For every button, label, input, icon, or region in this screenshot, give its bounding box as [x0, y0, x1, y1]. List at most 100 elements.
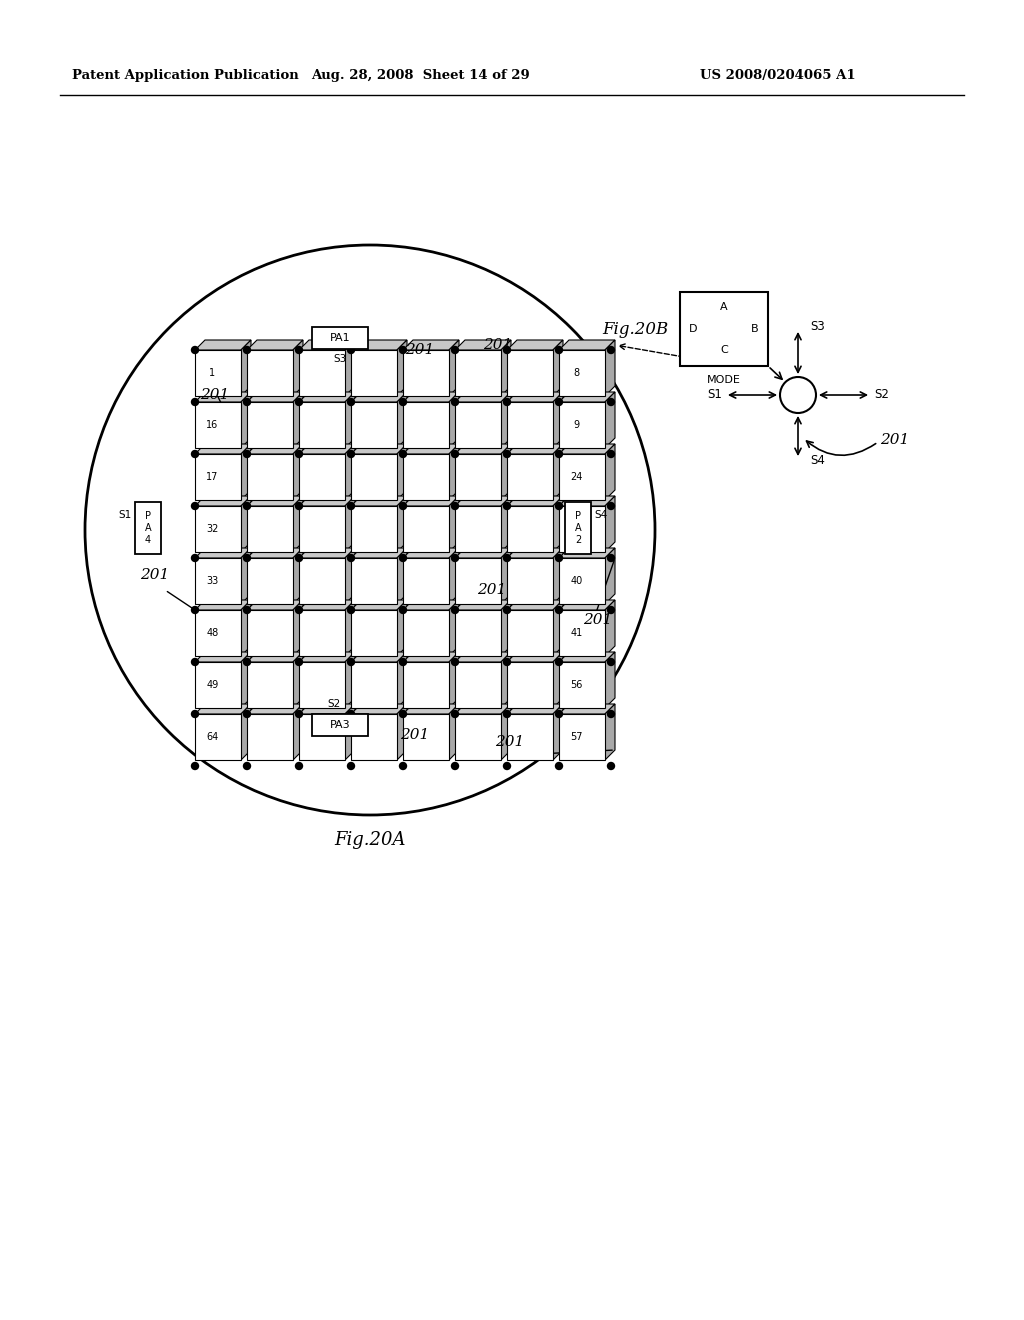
Circle shape: [347, 606, 354, 614]
Polygon shape: [507, 714, 553, 760]
Polygon shape: [403, 350, 449, 396]
Circle shape: [296, 346, 302, 354]
Polygon shape: [605, 392, 615, 447]
Polygon shape: [455, 403, 501, 447]
Polygon shape: [403, 444, 459, 454]
Polygon shape: [605, 548, 615, 605]
Circle shape: [296, 399, 302, 405]
Circle shape: [244, 659, 251, 665]
Circle shape: [347, 450, 354, 458]
Polygon shape: [247, 392, 303, 403]
Bar: [565, 502, 591, 554]
Circle shape: [296, 554, 302, 561]
Circle shape: [244, 763, 251, 770]
Polygon shape: [247, 403, 293, 447]
Polygon shape: [605, 652, 615, 708]
Polygon shape: [559, 610, 605, 656]
Polygon shape: [299, 558, 345, 605]
Circle shape: [504, 710, 511, 718]
Polygon shape: [397, 704, 407, 760]
Circle shape: [399, 554, 407, 561]
Bar: [135, 502, 161, 554]
Polygon shape: [507, 704, 563, 714]
Text: 201: 201: [201, 388, 229, 403]
Polygon shape: [455, 610, 501, 656]
Polygon shape: [507, 341, 563, 350]
Circle shape: [504, 346, 511, 354]
Polygon shape: [241, 496, 251, 552]
Circle shape: [191, 399, 199, 405]
Polygon shape: [507, 496, 563, 506]
Polygon shape: [559, 403, 605, 447]
Circle shape: [607, 606, 614, 614]
Polygon shape: [559, 663, 605, 708]
Polygon shape: [559, 714, 605, 760]
Polygon shape: [605, 341, 615, 396]
Polygon shape: [605, 496, 615, 552]
Polygon shape: [403, 506, 449, 552]
Polygon shape: [299, 714, 345, 760]
Text: P
A
4: P A 4: [144, 511, 152, 545]
Polygon shape: [403, 454, 449, 500]
Polygon shape: [195, 558, 241, 605]
Polygon shape: [403, 663, 449, 708]
Polygon shape: [299, 444, 355, 454]
Polygon shape: [351, 610, 397, 656]
Polygon shape: [507, 663, 553, 708]
Polygon shape: [293, 704, 303, 760]
Polygon shape: [195, 444, 251, 454]
Polygon shape: [299, 392, 355, 403]
Polygon shape: [345, 548, 355, 605]
Polygon shape: [241, 392, 251, 447]
Polygon shape: [455, 392, 511, 403]
Polygon shape: [553, 548, 563, 605]
Circle shape: [452, 710, 459, 718]
Polygon shape: [195, 663, 241, 708]
Polygon shape: [449, 392, 459, 447]
Polygon shape: [397, 444, 407, 500]
Polygon shape: [351, 652, 407, 663]
Polygon shape: [293, 652, 303, 708]
Polygon shape: [299, 403, 345, 447]
Polygon shape: [553, 601, 563, 656]
Bar: [312, 327, 368, 348]
Text: 32: 32: [206, 524, 219, 535]
Text: 201: 201: [140, 568, 170, 582]
Polygon shape: [299, 663, 345, 708]
Circle shape: [399, 606, 407, 614]
Polygon shape: [351, 350, 397, 396]
Polygon shape: [501, 548, 511, 605]
Circle shape: [555, 503, 562, 510]
Text: P
A
2: P A 2: [574, 511, 582, 545]
Polygon shape: [507, 403, 553, 447]
Polygon shape: [195, 341, 251, 350]
Circle shape: [607, 503, 614, 510]
Polygon shape: [293, 496, 303, 552]
Text: 41: 41: [570, 628, 583, 638]
Text: S4: S4: [594, 510, 607, 520]
Polygon shape: [247, 610, 293, 656]
Polygon shape: [403, 558, 449, 605]
Text: 48: 48: [207, 628, 218, 638]
Circle shape: [399, 763, 407, 770]
Text: Fig.20B: Fig.20B: [602, 321, 668, 338]
Circle shape: [244, 710, 251, 718]
Circle shape: [555, 710, 562, 718]
Text: 56: 56: [570, 680, 583, 690]
Polygon shape: [351, 548, 407, 558]
Polygon shape: [345, 601, 355, 656]
Polygon shape: [351, 392, 407, 403]
Polygon shape: [553, 392, 563, 447]
Circle shape: [296, 710, 302, 718]
Polygon shape: [195, 652, 251, 663]
Text: Fig.20A: Fig.20A: [334, 832, 406, 849]
Text: 9: 9: [573, 420, 580, 430]
Polygon shape: [455, 496, 511, 506]
Polygon shape: [449, 652, 459, 708]
Polygon shape: [403, 548, 459, 558]
Polygon shape: [559, 548, 615, 558]
Polygon shape: [241, 548, 251, 605]
Circle shape: [399, 399, 407, 405]
Polygon shape: [299, 704, 355, 714]
Polygon shape: [247, 454, 293, 500]
